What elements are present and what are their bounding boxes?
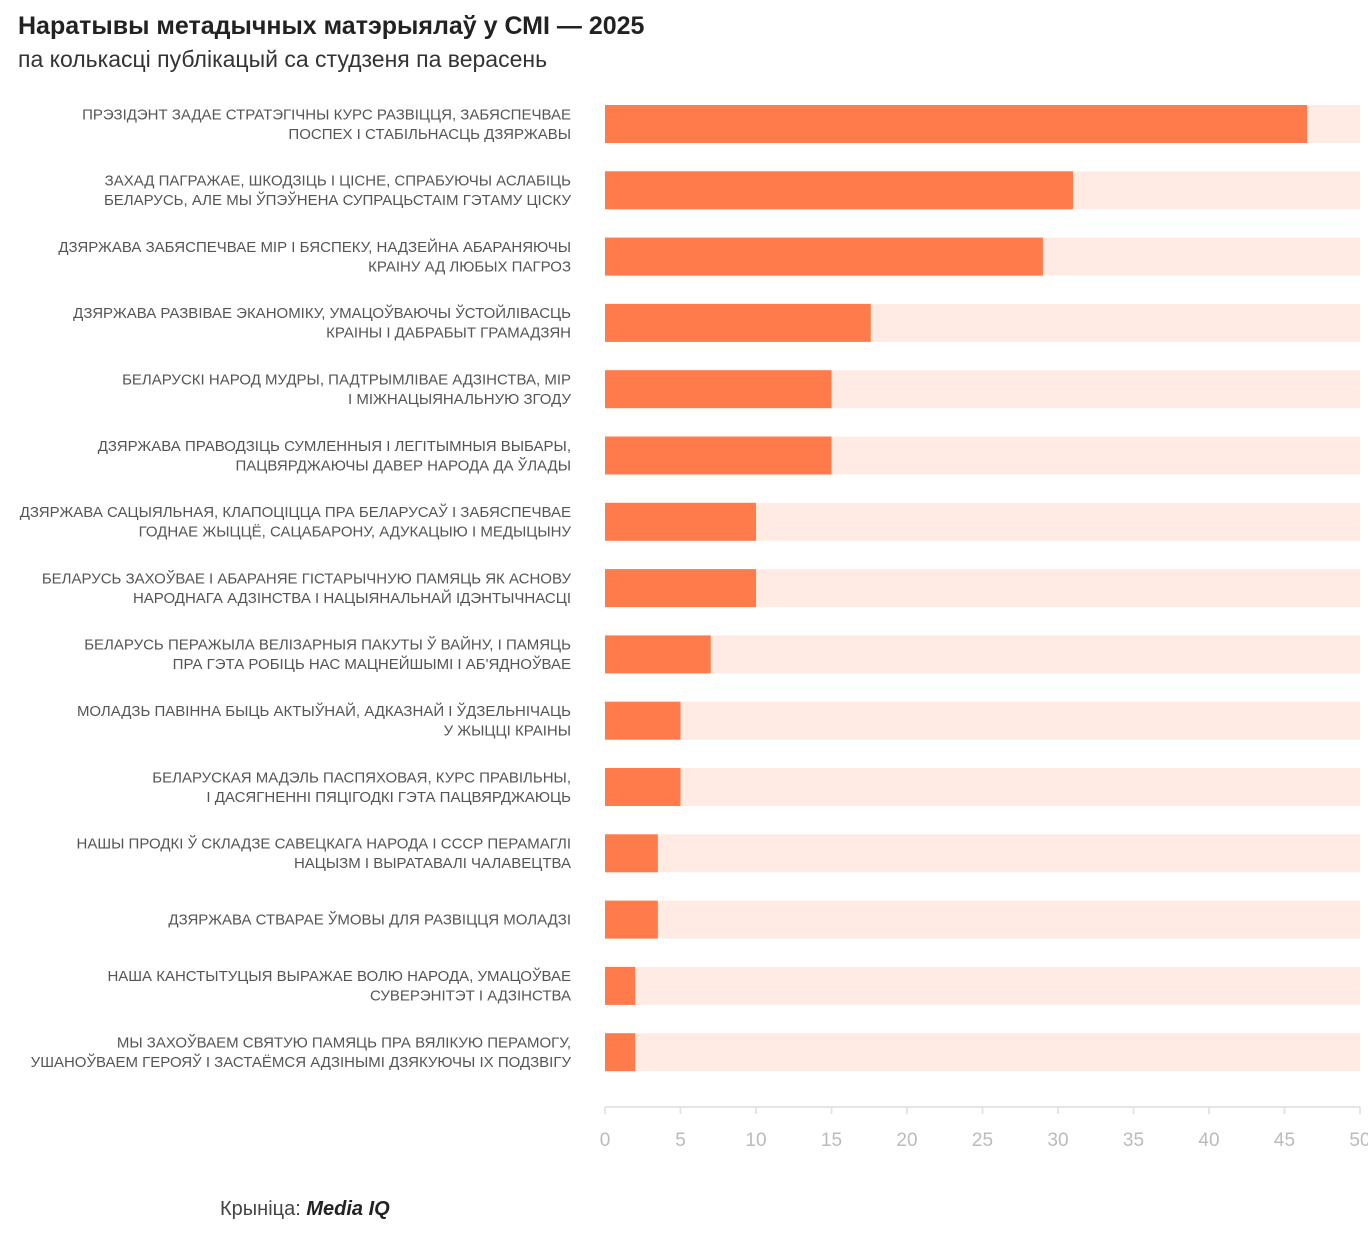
category-label: СУВЕРЭНІТЭТ І АДЗІНСТВА	[370, 988, 571, 1005]
bar-row: ДЗЯРЖАВА ЗАБЯСПЕЧВАЕ МІР І БЯСПЕКУ, НАДЗ…	[58, 237, 1360, 276]
x-tick-label: 50	[1349, 1130, 1368, 1151]
category-label: КРАІНУ АД ЛЮБЫХ ПАГРОЗ	[368, 258, 571, 275]
x-tick-label: 35	[1123, 1130, 1144, 1151]
bar-row: БЕЛАРУСЬ ЗАХОЎВАЕ І АБАРАНЯЕ ГІСТАРЫЧНУЮ…	[42, 569, 1360, 608]
bar-row: ДЗЯРЖАВА СТВАРАЕ ЎМОВЫ ДЛЯ РАЗВІЦЦЯ МОЛА…	[168, 900, 1360, 939]
bar	[605, 370, 832, 409]
bar-row: БЕЛАРУСКАЯ МАДЭЛЬ ПАСПЯХОВАЯ, КУРС ПРАВІ…	[152, 768, 1360, 806]
bar-track	[605, 966, 1360, 1005]
bar-row: МЫ ЗАХОЎВАЕМ СВЯТУЮ ПАМЯЦЬ ПРА ВЯЛІКУЮ П…	[31, 1033, 1360, 1072]
source-label: Крыніца:	[220, 1198, 301, 1220]
bar-row: МОЛАДЗЬ ПАВІННА БЫЦЬ АКТЫЎНАЙ, АДКАЗНАЙ …	[77, 701, 1360, 740]
bar-row: ДЗЯРЖАВА РАЗВІВАЕ ЭКАНОМІКУ, УМАЦОЎВАЮЧЫ…	[73, 303, 1360, 342]
x-tick-label: 15	[821, 1130, 842, 1151]
x-tick-label: 30	[1047, 1130, 1068, 1151]
category-label: ПРА ГЭТА РОБІЦЬ НАС МАЦНЕЙШЫМІ І АБ'ЯДНО…	[173, 655, 571, 673]
x-tick-label: 0	[600, 1130, 611, 1151]
bar-row: ДЗЯРЖАВА ПРАВОДЗІЦЬ СУМЛЕННЫЯ І ЛЕГІТЫМН…	[98, 436, 1360, 475]
bar	[605, 171, 1074, 210]
category-label: БЕЛАРУСЬ ЗАХОЎВАЕ І АБАРАНЯЕ ГІСТАРЫЧНУЮ…	[42, 569, 572, 587]
bar	[605, 105, 1308, 143]
bar-row: НАШЫ ПРОДКІ Ў СКЛАДЗЕ САВЕЦКАГА НАРОДА І…	[77, 834, 1360, 873]
x-tick-label: 25	[972, 1130, 993, 1151]
category-label: ПОСПЕХ І СТАБІЛЬНАСЦЬ ДЗЯРЖАВЫ	[288, 126, 571, 143]
x-tick-label: 40	[1198, 1130, 1219, 1151]
bar	[605, 635, 711, 674]
bar-track	[605, 701, 1360, 740]
chart-subtitle: па колькасці публікацый са студзеня па в…	[18, 46, 548, 72]
category-label: ДЗЯРЖАВА ЗАБЯСПЕЧВАЕ МІР І БЯСПЕКУ, НАДЗ…	[58, 238, 571, 256]
bar	[605, 569, 756, 608]
bar	[605, 303, 871, 342]
bar	[605, 701, 681, 740]
bar	[605, 834, 658, 873]
x-tick-label: 10	[745, 1130, 766, 1151]
bar-rows: ПРЭЗІДЭНТ ЗАДАЕ СТРАТЭГІЧНЫ КУРС РАЗВІЦЦ…	[20, 105, 1360, 1072]
category-label: БЕЛАРУСКАЯ МАДЭЛЬ ПАСПЯХОВАЯ, КУРС ПРАВІ…	[152, 769, 571, 786]
category-label: БЕЛАРУСКІ НАРОД МУДРЫ, ПАДТРЫМЛІВАЕ АДЗІ…	[122, 371, 571, 388]
category-label: І ДАСЯГНЕННІ ПЯЦІГОДКІ ГЭТА ПАЦВЯРДЖАЮЦЬ	[206, 789, 571, 806]
bar-row: ДЗЯРЖАВА САЦЫЯЛЬНАЯ, КЛАПОЦІЦЦА ПРА БЕЛА…	[20, 502, 1360, 541]
category-label: БЕЛАРУСЬ, АЛЕ МЫ ЎПЭЎНЕНА СУПРАЦЬСТАІМ Г…	[104, 191, 572, 209]
bar-row: ЗАХАД ПАГРАЖАЕ, ШКОДЗІЦЬ І ЦІСНЕ, СПРАБУ…	[104, 171, 1360, 210]
bar	[605, 768, 681, 806]
category-label: І МІЖНАЦЫЯНАЛЬНУЮ ЗГОДУ	[348, 391, 571, 408]
category-label: УШАНОЎВАЕМ ГЕРОЯЎ І ЗАСТАЁМСЯ АДЗІНЫМІ Д…	[31, 1053, 572, 1071]
category-label: ГОДНАЕ ЖЫЦЦЁ, САЦАБАРОНУ, АДУКАЦЫЮ І МЕД…	[139, 524, 572, 541]
x-tick-label: 5	[675, 1130, 686, 1151]
bar-row: ПРЭЗІДЭНТ ЗАДАЕ СТРАТЭГІЧНЫ КУРС РАЗВІЦЦ…	[82, 105, 1360, 143]
bar-track	[605, 1033, 1360, 1072]
source-note: Крыніца: Media IQ	[220, 1198, 390, 1221]
category-label: НАЦЫЗМ І ВЫРАТАВАЛІ ЧАЛАВЕЦТВА	[294, 855, 571, 872]
category-label: БЕЛАРУСЬ ПЕРАЖЫЛА ВЕЛІЗАРНЫЯ ПАКУТЫ Ў ВА…	[84, 636, 571, 654]
category-label: МЫ ЗАХОЎВАЕМ СВЯТУЮ ПАМЯЦЬ ПРА ВЯЛІКУЮ П…	[117, 1033, 571, 1051]
bar-track	[605, 635, 1360, 674]
bar-row: БЕЛАРУСКІ НАРОД МУДРЫ, ПАДТРЫМЛІВАЕ АДЗІ…	[122, 370, 1360, 409]
chart-title: Наратывы метадычных матэрыялаў у СМІ — 2…	[18, 12, 645, 40]
bar	[605, 237, 1043, 276]
bar-track	[605, 834, 1360, 873]
category-label: ЗАХАД ПАГРАЖАЕ, ШКОДЗІЦЬ І ЦІСНЕ, СПРАБУ…	[105, 173, 571, 190]
bar	[605, 502, 756, 541]
category-label: ДЗЯРЖАВА САЦЫЯЛЬНАЯ, КЛАПОЦІЦЦА ПРА БЕЛА…	[20, 503, 571, 521]
category-label: ДЗЯРЖАВА РАЗВІВАЕ ЭКАНОМІКУ, УМАЦОЎВАЮЧЫ…	[73, 304, 571, 322]
x-tick-label: 45	[1274, 1130, 1295, 1151]
category-label: МОЛАДЗЬ ПАВІННА БЫЦЬ АКТЫЎНАЙ, АДКАЗНАЙ …	[77, 702, 571, 720]
category-label: ПАЦВЯРДЖАЮЧЫ ДАВЕР НАРОДА ДА ЎЛАДЫ	[235, 456, 571, 474]
category-label: ДЗЯРЖАВА СТВАРАЕ ЎМОВЫ ДЛЯ РАЗВІЦЦЯ МОЛА…	[168, 911, 571, 929]
bar-track	[605, 900, 1360, 939]
category-label: ДЗЯРЖАВА ПРАВОДЗІЦЬ СУМЛЕННЫЯ І ЛЕГІТЫМН…	[98, 438, 571, 455]
category-label: ПРЭЗІДЭНТ ЗАДАЕ СТРАТЭГІЧНЫ КУРС РАЗВІЦЦ…	[82, 106, 571, 123]
x-tick-label: 20	[896, 1130, 917, 1151]
bar	[605, 436, 832, 475]
category-label: У ЖЫЦЦІ КРАІНЫ	[444, 722, 571, 739]
category-label: НАРОДНАГА АДЗІНСТВА І НАЦЫЯНАЛЬНАЙ ІДЭНТ…	[133, 589, 571, 607]
category-label: НАШЫ ПРОДКІ Ў СКЛАДЗЕ САВЕЦКАГА НАРОДА І…	[77, 835, 571, 853]
x-axis: 0 5 10 15 20 25 30 35 40 45 50	[600, 1106, 1368, 1151]
bar-row: БЕЛАРУСЬ ПЕРАЖЫЛА ВЕЛІЗАРНЫЯ ПАКУТЫ Ў ВА…	[84, 635, 1360, 674]
bar	[605, 1033, 636, 1072]
bar	[605, 966, 636, 1005]
bar	[605, 900, 658, 939]
category-label: КРАІНЫ І ДАБРАБЫТ ГРАМАДЗЯН	[326, 325, 571, 342]
bar-track	[605, 768, 1360, 806]
bar-row: НАША КАНСТЫТУЦЫЯ ВЫРАЖАЕ ВОЛЮ НАРОДА, УМ…	[107, 966, 1360, 1005]
category-label: НАША КАНСТЫТУЦЫЯ ВЫРАЖАЕ ВОЛЮ НАРОДА, УМ…	[107, 967, 571, 985]
source-name: Media IQ	[306, 1198, 390, 1220]
